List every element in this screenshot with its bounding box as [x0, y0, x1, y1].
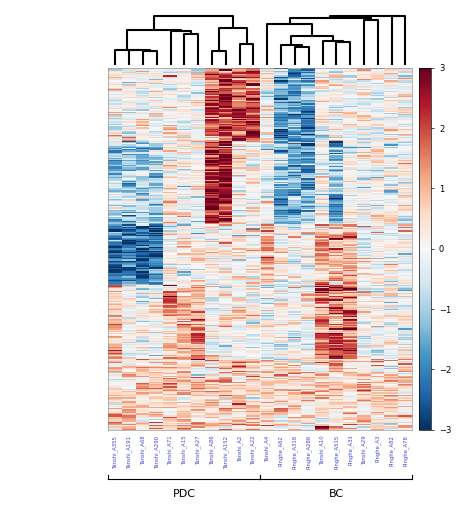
Text: BC: BC [329, 489, 344, 499]
Text: PDC: PDC [173, 489, 196, 499]
